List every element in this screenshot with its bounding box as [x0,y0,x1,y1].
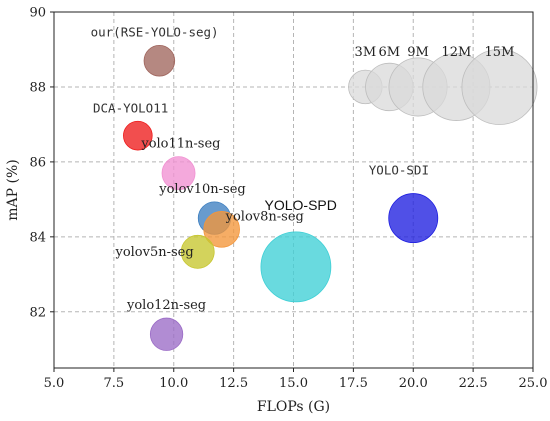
data-point [149,317,184,351]
y-axis-label: mAP (%) [5,159,21,220]
point-label: YOLO-SPD [265,197,337,213]
point-labels: our(RSE-YOLO-seg) DCA-YOLO11 yolo11n-seg yo… [91,24,429,313]
size-legend-label: 9M [407,45,429,60]
x-tick-label: 15.0 [279,376,308,391]
x-tick-label: 7.5 [104,376,125,391]
size-legend-label: 6M [379,45,401,60]
x-tick-label: 17.5 [339,376,368,391]
data-point [180,234,215,269]
data-point [123,120,153,151]
x-tick-label: 12.5 [219,376,248,391]
y-tick-label: 84 [29,230,46,245]
size-legend-label: 15M [485,45,515,60]
x-tick-label: 5.0 [44,376,65,391]
size-legend: 3M 6M 9M 12M 15M [348,45,538,125]
y-tick-label: 82 [29,305,46,320]
data-point [260,231,332,303]
x-tick-label: 10.0 [159,376,188,391]
data-point [388,193,439,244]
point-label: yolov10n-seg [158,182,246,197]
data-point [161,156,196,191]
point-label: our(RSE-YOLO-seg) [91,24,219,39]
point-label: yolo12n-seg [126,298,206,313]
y-tick-label: 88 [29,80,46,95]
data-point [203,211,240,248]
x-tick-label: 25.0 [519,376,548,391]
data-points [123,44,439,351]
point-label: DCA-YOLO11 [93,100,168,115]
size-legend-label: 12M [441,45,471,60]
x-tick-label: 20.0 [399,376,428,391]
y-tick-label: 86 [29,155,46,170]
x-tick-label: 22.5 [459,376,488,391]
data-point [143,44,176,77]
point-label: yolo11n-seg [140,137,220,152]
x-axis-label: FLOPs (G) [257,399,330,415]
point-label: YOLO-SDI [369,163,429,178]
point-label: yolov8n-seg [225,209,304,224]
axis-ticks: 5.0 7.5 10.0 12.5 15.0 17.5 20.0 22.5 25.0 82 84 86… [29,6,547,392]
size-legend-label: 3M [355,45,377,60]
size-legend-bubble [461,48,538,125]
y-tick-label: 90 [29,6,46,21]
point-label: yolov5n-seg [114,245,193,260]
